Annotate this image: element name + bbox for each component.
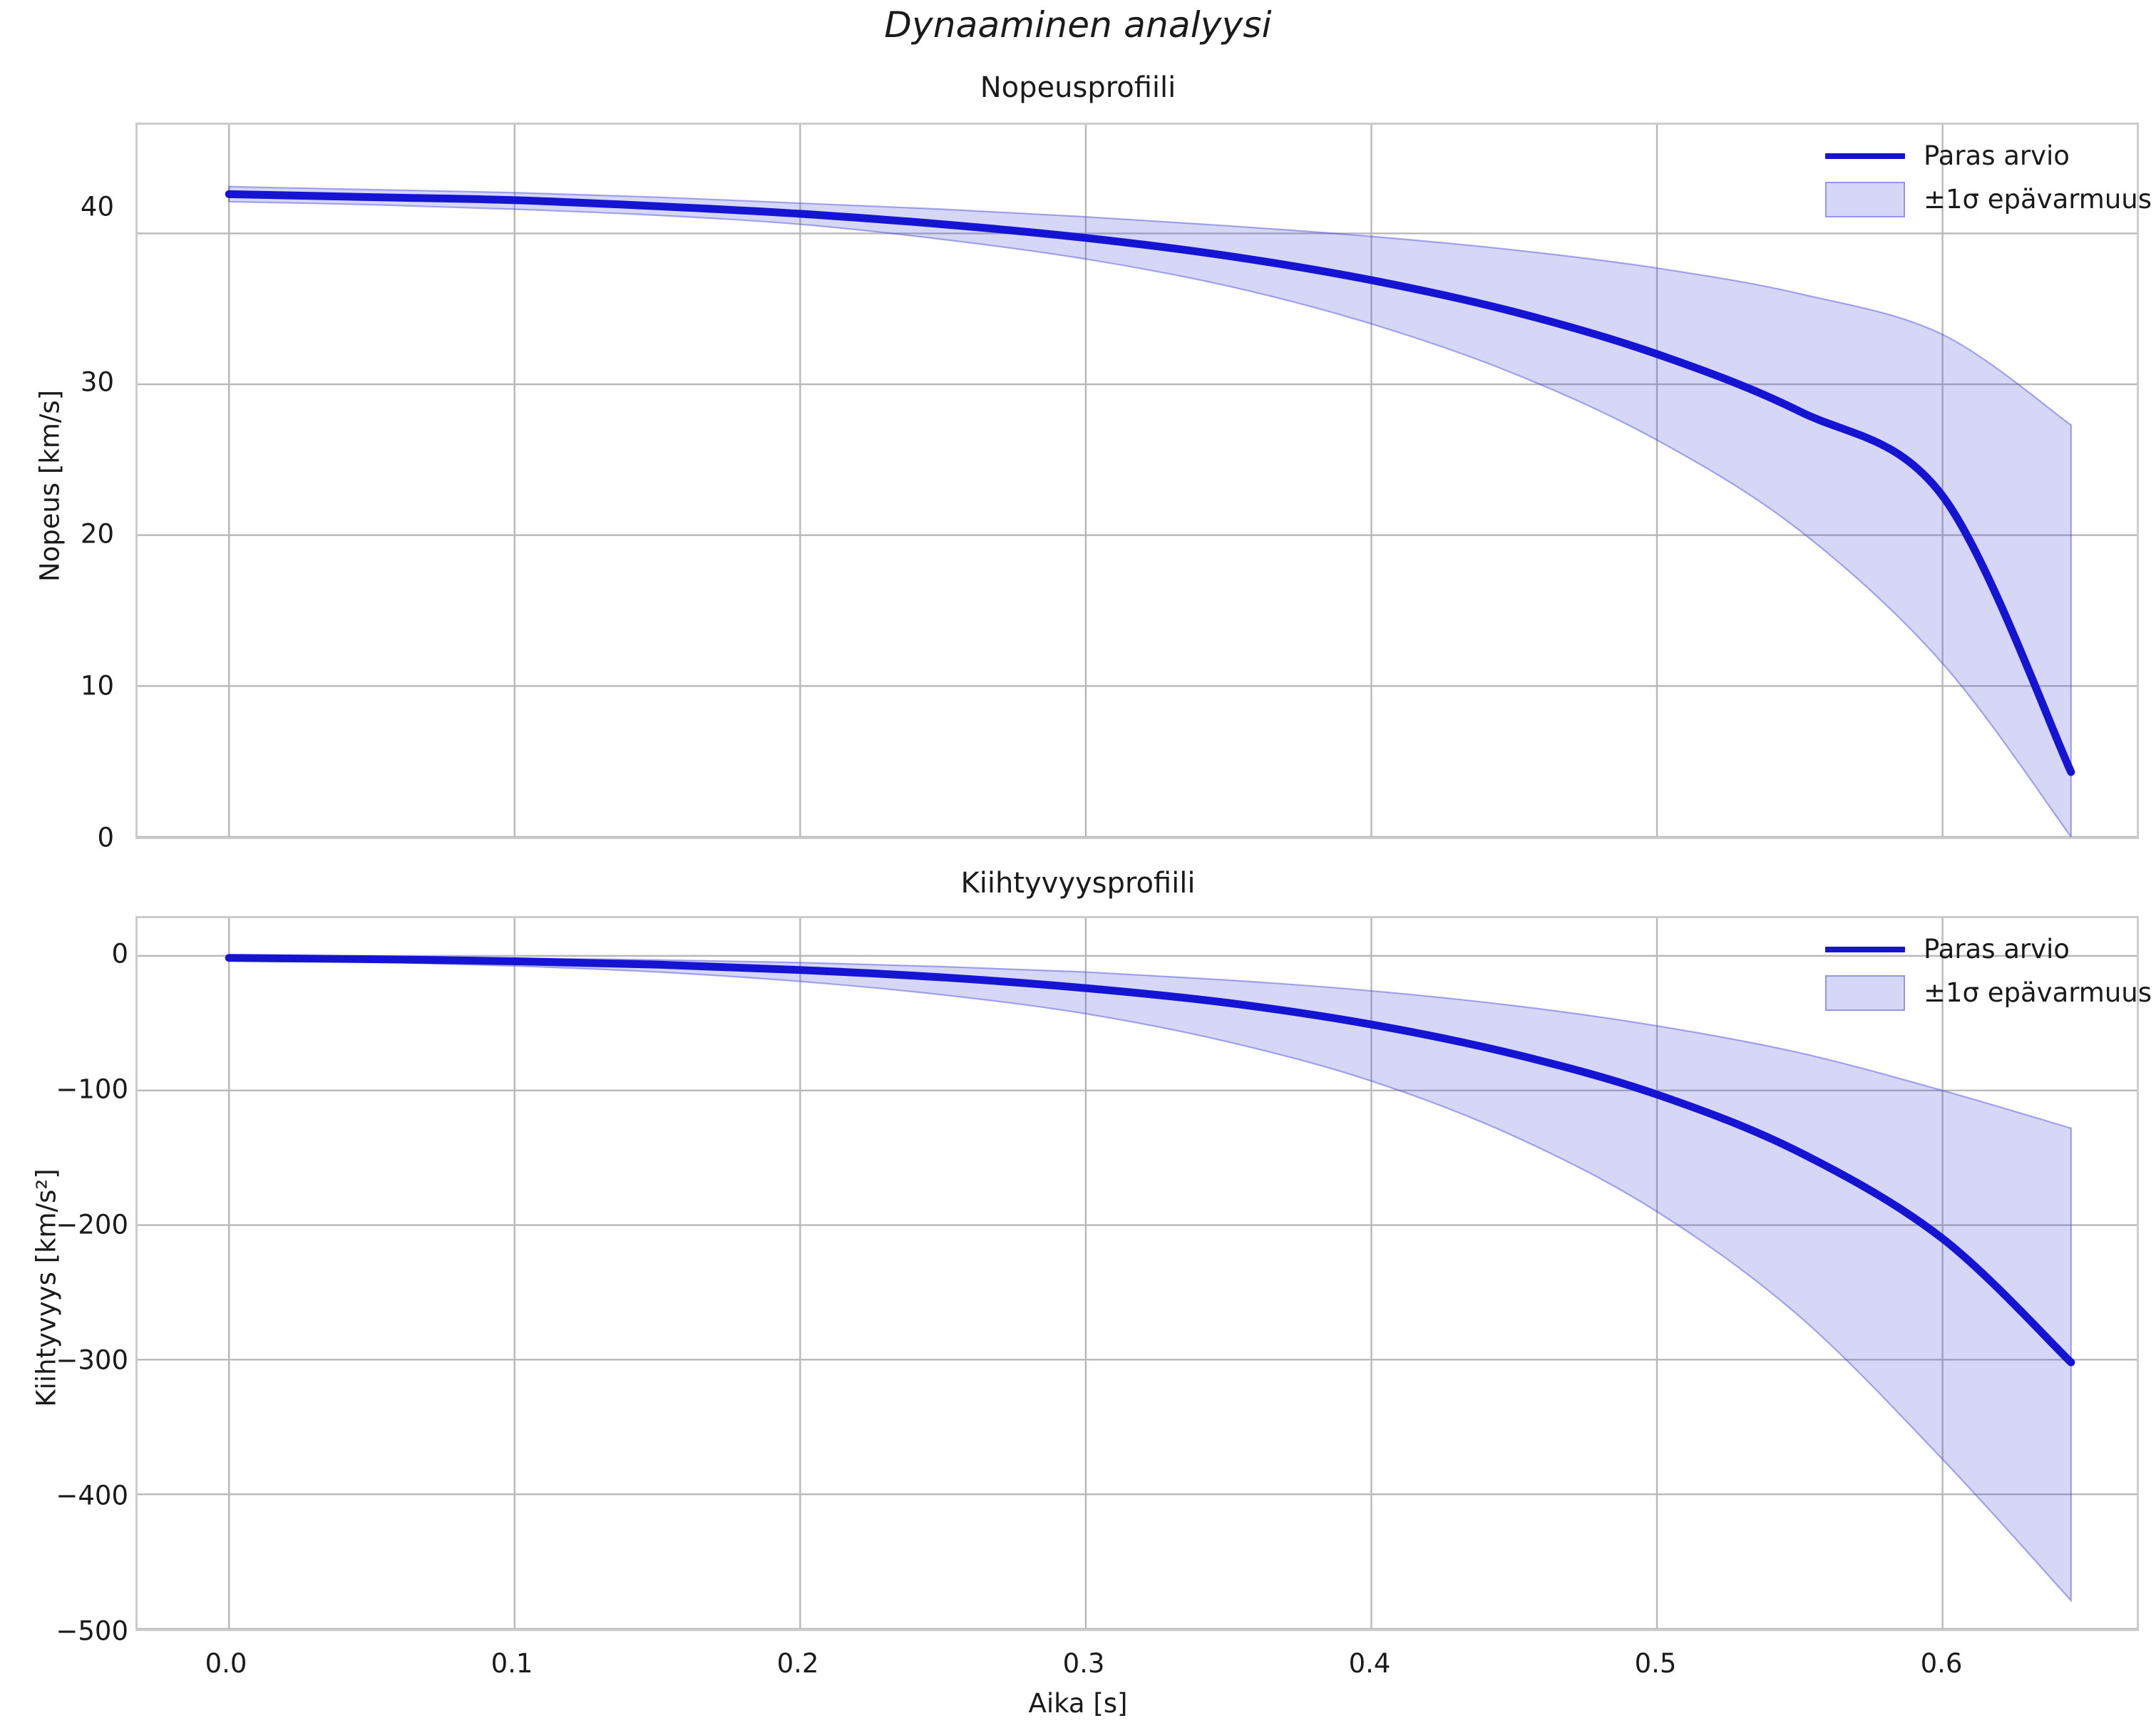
xtick-4: 0.4 bbox=[1348, 1648, 1391, 1679]
xtick-5: 0.5 bbox=[1634, 1648, 1677, 1679]
acceleration-plot-area bbox=[135, 916, 2139, 1631]
legend-band-swatch bbox=[1825, 974, 1905, 1011]
velocity-plot-area bbox=[135, 123, 2139, 839]
xtick-3: 0.3 bbox=[1062, 1648, 1105, 1679]
legend-entry-band[interactable]: ±1σ epävarmuus bbox=[1825, 974, 2152, 1011]
legend-acceleration: Paras arvio ±1σ epävarmuus bbox=[1825, 934, 2152, 1011]
ytick-bottom-500: −500 bbox=[56, 1615, 128, 1647]
xlabel-time: Aika [s] bbox=[1028, 1688, 1128, 1719]
ytick-bottom-400: −400 bbox=[56, 1480, 128, 1511]
legend-entry-line[interactable]: Paras arvio bbox=[1825, 140, 2152, 171]
xtick-1: 0.1 bbox=[491, 1648, 533, 1679]
xtick-0: 0.0 bbox=[205, 1648, 247, 1679]
legend-line-swatch bbox=[1825, 936, 1905, 963]
ytick-bottom-100: −100 bbox=[56, 1074, 128, 1105]
ytick-bottom-0: 0 bbox=[111, 938, 128, 970]
xtick-6: 0.6 bbox=[1920, 1648, 1963, 1679]
legend-line-label: Paras arvio bbox=[1924, 140, 2070, 171]
figure-suptitle: Dynaaminen analyysi bbox=[884, 4, 1272, 46]
legend-band-swatch bbox=[1825, 181, 1905, 217]
ytick-top-40: 40 bbox=[80, 191, 114, 222]
subplot-title-velocity: Nopeusprofiili bbox=[980, 71, 1176, 104]
ylabel-velocity: Nopeus [km/s] bbox=[34, 389, 66, 582]
ylabel-acceleration: Kiihtyvyys [km/s²] bbox=[31, 1168, 62, 1407]
acceleration-plot-svg bbox=[138, 918, 2137, 1629]
legend-band-label: ±1σ epävarmuus bbox=[1924, 977, 2152, 1008]
legend-entry-band[interactable]: ±1σ epävarmuus bbox=[1825, 181, 2152, 217]
ytick-bottom-200: −200 bbox=[56, 1209, 128, 1240]
xtick-2: 0.2 bbox=[776, 1648, 819, 1679]
legend-line-label: Paras arvio bbox=[1924, 934, 2070, 965]
legend-line-swatch bbox=[1825, 143, 1905, 170]
velocity-plot-svg bbox=[138, 125, 2137, 837]
ytick-top-30: 30 bbox=[80, 366, 114, 398]
legend-band-label: ±1σ epävarmuus bbox=[1924, 184, 2152, 215]
legend-velocity: Paras arvio ±1σ epävarmuus bbox=[1825, 140, 2152, 217]
ytick-bottom-300: −300 bbox=[56, 1344, 128, 1376]
legend-entry-line[interactable]: Paras arvio bbox=[1825, 934, 2152, 965]
ytick-top-10: 10 bbox=[80, 670, 114, 701]
ytick-top-0: 0 bbox=[97, 822, 114, 853]
ytick-top-20: 20 bbox=[80, 518, 114, 550]
subplot-title-acceleration: Kiihtyvyysprofiili bbox=[960, 867, 1196, 900]
